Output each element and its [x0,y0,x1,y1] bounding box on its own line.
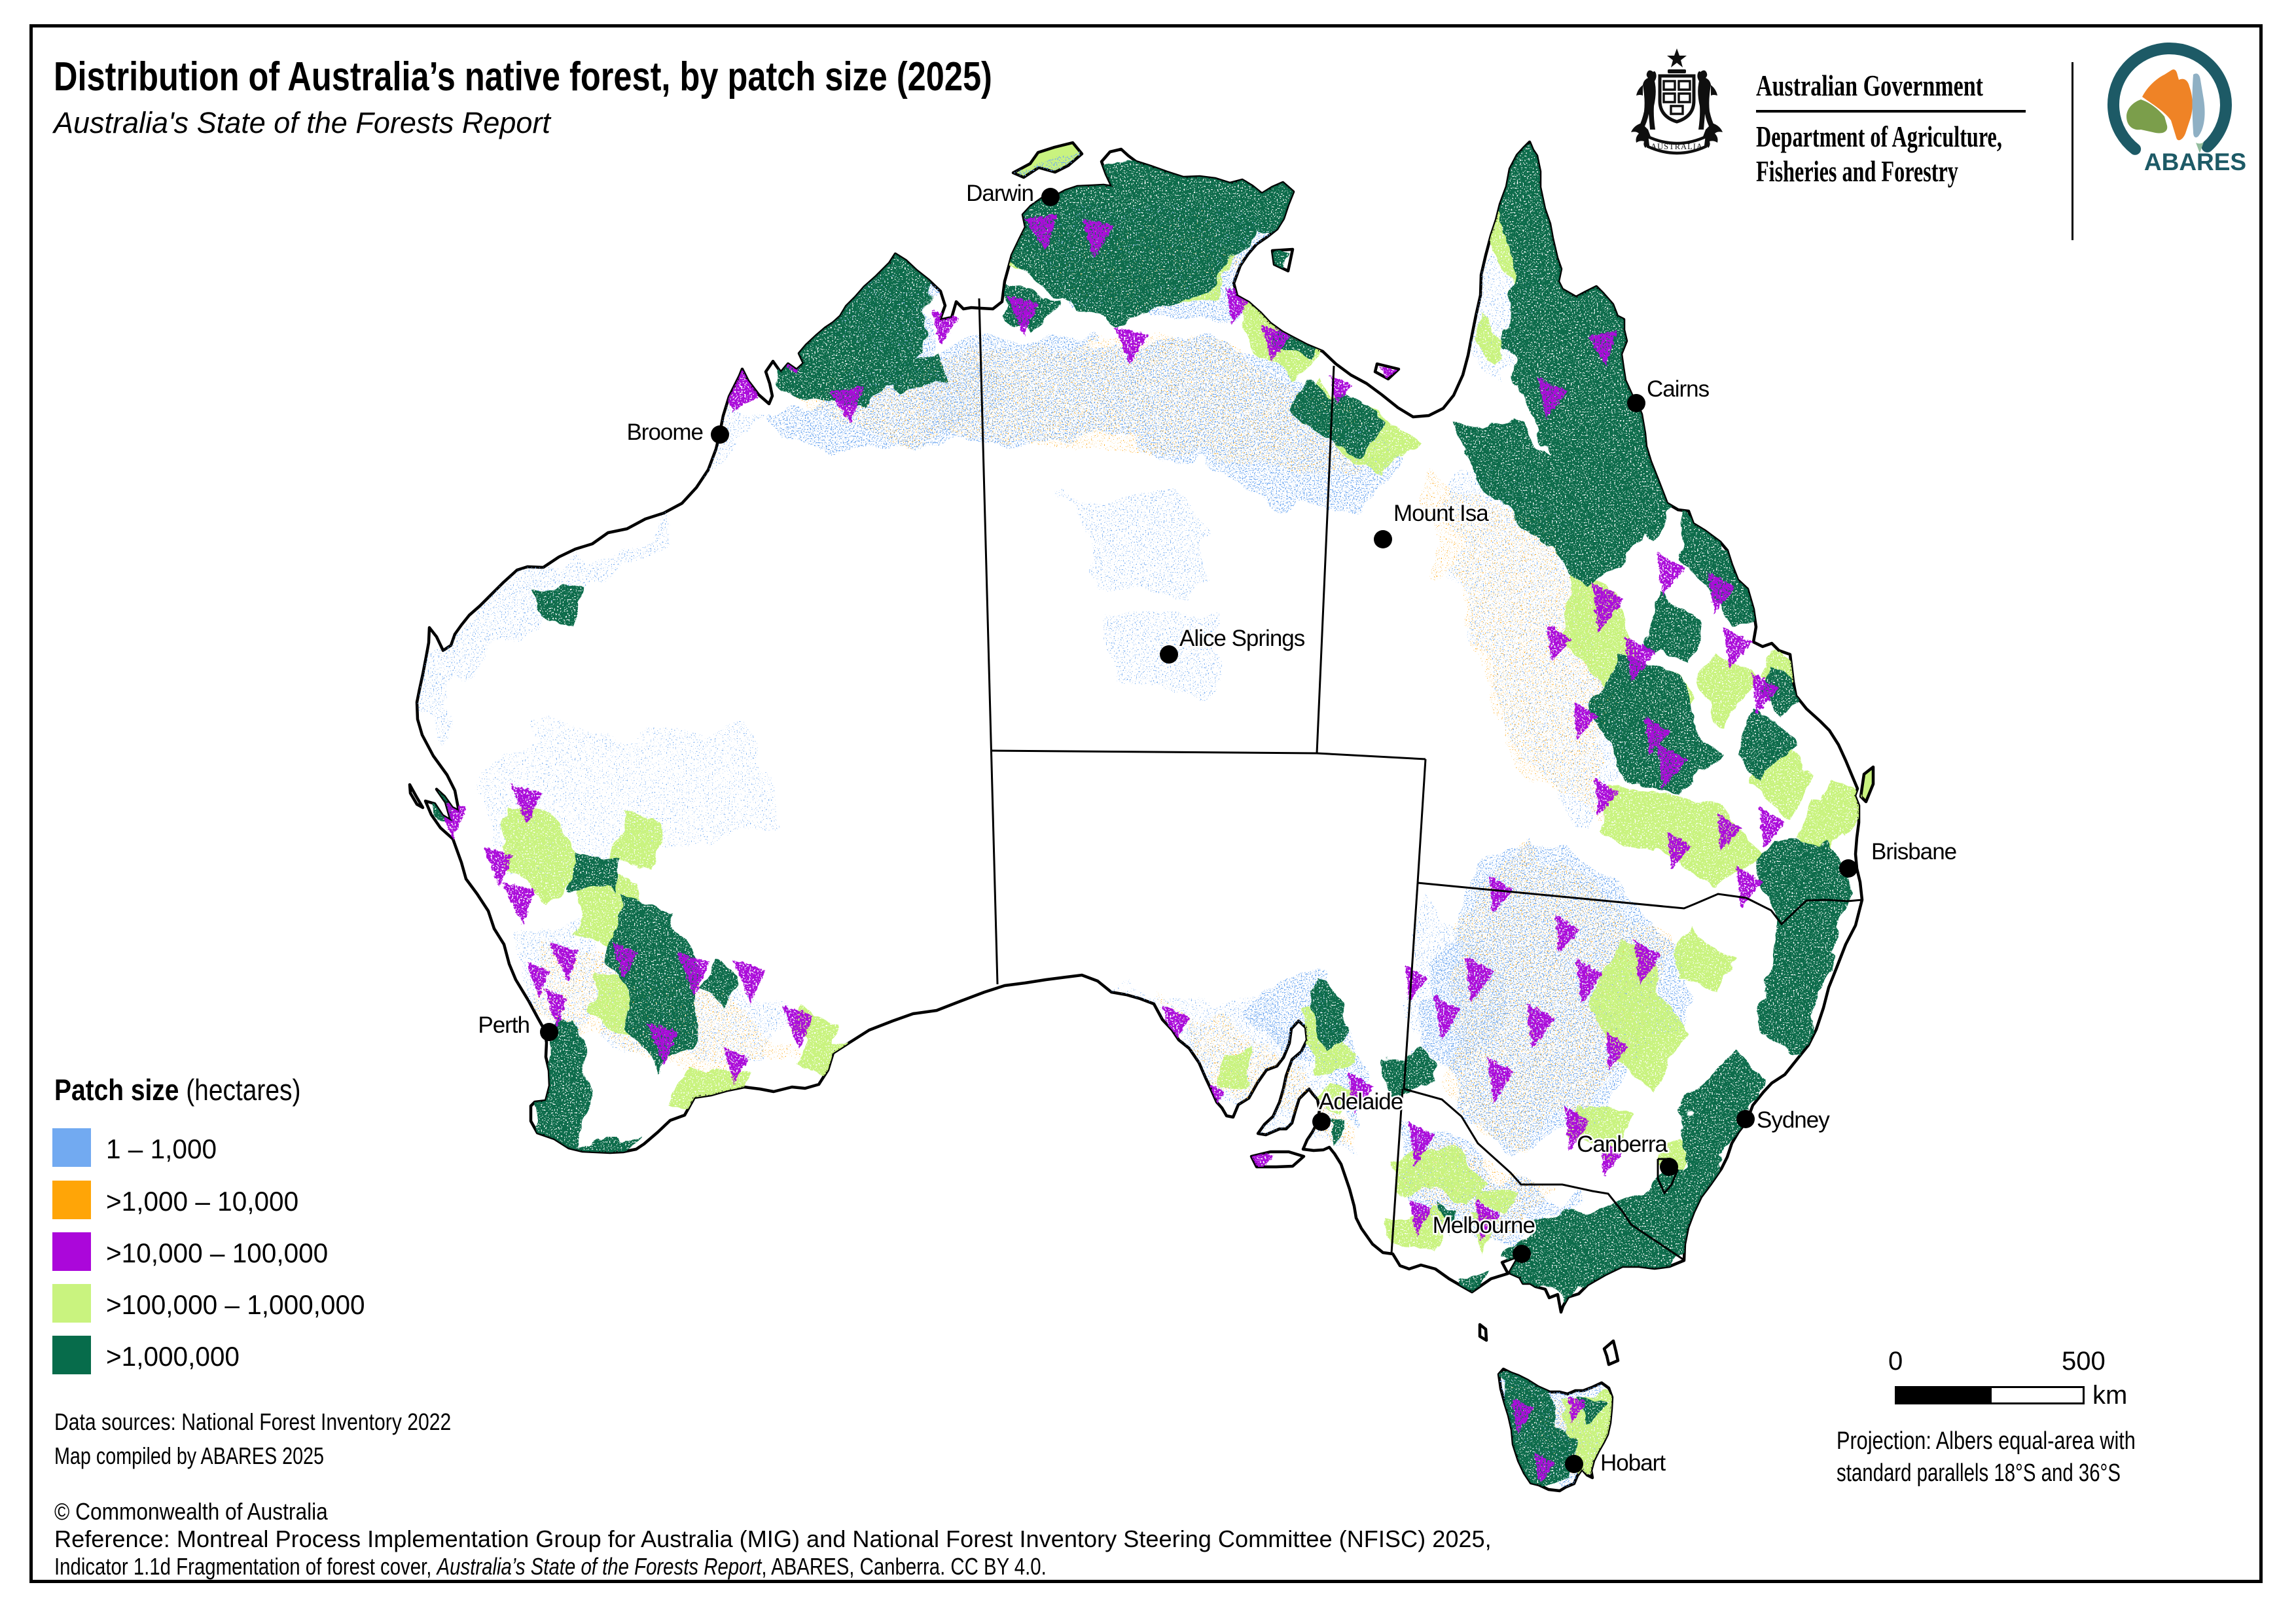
svg-text:Mount Isa: Mount Isa [1393,501,1489,526]
svg-text:Hobart: Hobart [1600,1450,1666,1476]
svg-text:Darwin: Darwin [966,181,1033,206]
svg-text:Canberra: Canberra [1577,1132,1668,1157]
svg-text:Adelaide: Adelaide [1319,1089,1403,1115]
svg-text:Perth: Perth [478,1012,529,1038]
svg-text:ABARES: ABARES [2144,149,2246,175]
svg-text:Brisbane: Brisbane [1871,839,1956,865]
svg-text:Sydney: Sydney [1757,1107,1830,1133]
svg-text:Broome: Broome [626,419,703,445]
svg-text:Cairns: Cairns [1647,376,1710,402]
svg-text:Alice Springs: Alice Springs [1179,626,1305,651]
svg-text:AUSTRALIA: AUSTRALIA [1651,142,1703,151]
svg-text:Melbourne: Melbourne [1433,1213,1535,1238]
